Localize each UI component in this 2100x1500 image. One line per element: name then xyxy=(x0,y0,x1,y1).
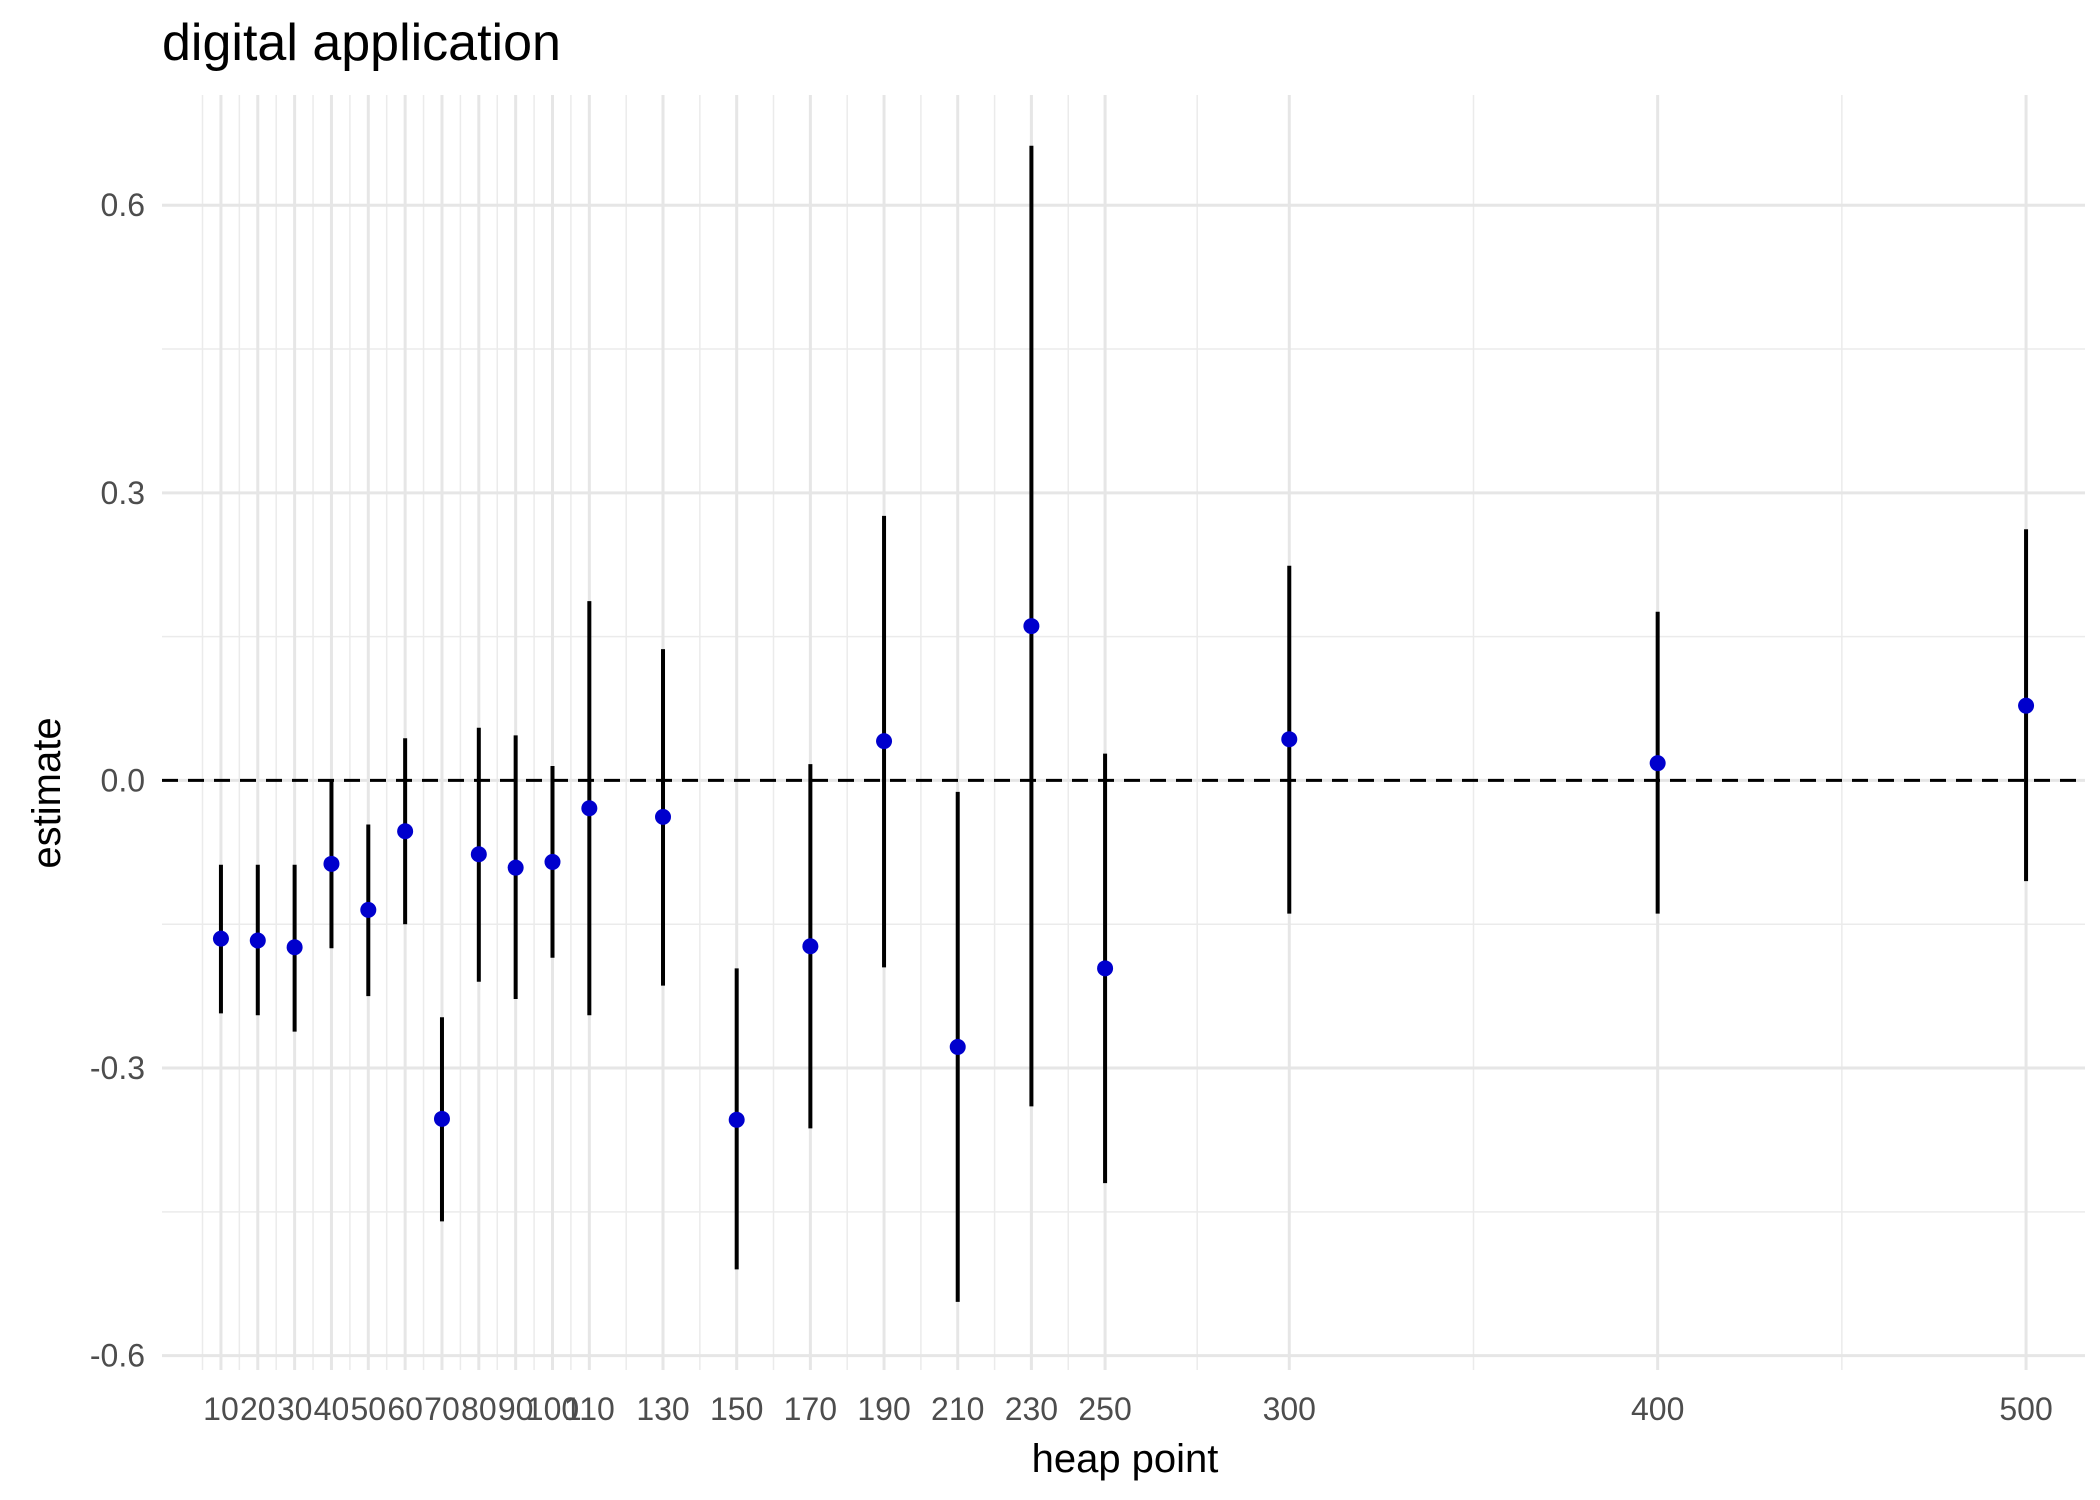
estimate-point xyxy=(470,846,487,863)
estimate-point xyxy=(802,938,819,955)
x-tick-label: 20 xyxy=(240,1391,276,1427)
estimate-point xyxy=(286,939,303,956)
estimate-point xyxy=(507,859,524,876)
x-tick-label: 110 xyxy=(564,1391,615,1427)
x-tick-label: 100 xyxy=(526,1391,579,1427)
x-tick-label: 130 xyxy=(636,1391,689,1427)
chart-title: digital application xyxy=(162,14,561,72)
x-tick-label: 300 xyxy=(1263,1391,1316,1427)
estimate-point xyxy=(949,1038,966,1055)
estimate-point xyxy=(2018,697,2035,714)
x-tick-label: 150 xyxy=(710,1391,763,1427)
x-tick-label: 170 xyxy=(784,1391,837,1427)
y-axis-title: estimate xyxy=(25,717,69,868)
x-tick-label: 500 xyxy=(1999,1391,2052,1427)
y-tick-label: 0.6 xyxy=(101,187,145,223)
estimate-point xyxy=(1097,960,1114,977)
point-estimates xyxy=(212,618,2035,1128)
y-tick-label: -0.3 xyxy=(90,1050,145,1086)
estimate-point xyxy=(212,930,229,947)
x-tick-label: 210 xyxy=(931,1391,984,1427)
x-tick-label: 60 xyxy=(387,1391,423,1427)
grid-minor xyxy=(162,95,2085,1370)
estimate-point xyxy=(1023,618,1040,635)
estimate-point xyxy=(1281,731,1298,748)
x-tick-label: 40 xyxy=(314,1391,350,1427)
y-tick-label: 0.3 xyxy=(101,475,145,511)
x-tick-label: 50 xyxy=(351,1391,387,1427)
y-tick-label: -0.6 xyxy=(90,1338,145,1374)
confidence-intervals xyxy=(218,145,2029,1302)
x-tick-label: 250 xyxy=(1078,1391,1131,1427)
estimate-point xyxy=(1649,755,1666,772)
estimate-point xyxy=(249,932,266,949)
grid-major xyxy=(162,95,2085,1370)
y-axis-tick-labels: -0.6 -0.3 0.0 0.3 0.6 xyxy=(90,187,145,1373)
x-tick-label: 80 xyxy=(461,1391,497,1427)
x-tick-label: 70 xyxy=(424,1391,460,1427)
estimate-point xyxy=(581,800,598,817)
estimate-point xyxy=(323,855,340,872)
x-tick-label: 30 xyxy=(277,1391,313,1427)
estimate-point xyxy=(655,808,672,825)
estimate-point xyxy=(876,733,893,750)
x-tick-label: 10 xyxy=(203,1391,239,1427)
estimate-point xyxy=(544,853,561,870)
estimate-point xyxy=(728,1111,745,1128)
x-tick-label: 190 xyxy=(857,1391,910,1427)
y-tick-label: 0.0 xyxy=(101,762,145,798)
estimate-point xyxy=(397,823,414,840)
x-tick-label: 230 xyxy=(1005,1391,1058,1427)
estimate-point xyxy=(360,901,377,918)
estimate-point xyxy=(433,1110,450,1127)
x-axis-title: heap point xyxy=(1032,1437,1219,1481)
x-tick-label: 90 xyxy=(498,1391,534,1427)
x-tick-label: 400 xyxy=(1631,1391,1684,1427)
